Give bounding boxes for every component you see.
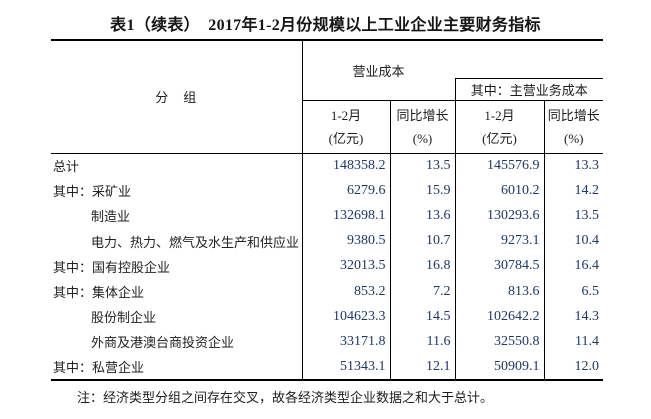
main-business-cost-header: 其中：主营业务成本 xyxy=(454,78,604,101)
table-row: 其中：采矿业 6279.6 15.9 6010.2 14.2 xyxy=(51,178,604,204)
value-cell: 7.2 xyxy=(389,278,456,305)
value-cell: 51343.1 xyxy=(301,354,390,380)
value-cell: 16.8 xyxy=(389,253,456,279)
value-cell: 6279.6 xyxy=(301,178,390,204)
value-column-header: 同比增长 (%) xyxy=(389,100,456,154)
value-cell: 145576.9 xyxy=(454,153,545,179)
header-row-1: 分 组 营业成本 xyxy=(51,40,604,154)
value-cell: 10.7 xyxy=(389,228,456,254)
header-row-2: 其中：主营业务成本 xyxy=(51,78,604,101)
value-cell: 104623.3 xyxy=(301,304,390,330)
row-label: 电力、热力、燃气及水生产和供应业 xyxy=(91,234,300,250)
value-cell: 813.6 xyxy=(454,278,545,305)
value-cell: 13.5 xyxy=(389,153,456,179)
row-label: 其中：国有控股企业 xyxy=(53,259,171,275)
value-cell: 16.4 xyxy=(543,253,604,279)
table-row: 外商及港澳台商投资企业 33171.8 11.6 32550.8 11.4 xyxy=(51,329,604,355)
value-cell: 14.3 xyxy=(543,304,604,330)
value-cell: 15.9 xyxy=(389,178,456,204)
value-cell: 14.5 xyxy=(389,304,456,330)
value-cell: 32013.5 xyxy=(301,253,390,279)
table-title: 表1（续表） 2017年1-2月份规模以上工业企业主要财务指标 xyxy=(110,17,541,34)
table-row: 总计 148358.2 13.5 145576.9 13.3 xyxy=(51,153,604,179)
group-column-header: 分 组 xyxy=(51,40,303,154)
value-cell: 14.2 xyxy=(543,178,604,204)
value-cell: 13.5 xyxy=(543,203,604,229)
row-label: 外商及港澳台商投资企业 xyxy=(91,335,235,351)
value-cell: 9380.5 xyxy=(301,228,390,254)
empty-header-cell xyxy=(455,40,604,79)
table-header: 分 组 营业成本 其中：主营业务成本 1-2月 (亿元) 同比增长 (%) 1-2月 (亿… xyxy=(51,40,604,154)
value-cell: 9273.1 xyxy=(454,228,545,254)
row-label: 其中：采矿业 xyxy=(53,184,132,200)
table-row: 其中：集体企业 853.2 7.2 813.6 6.5 xyxy=(51,278,604,305)
table-row: 制造业 132698.1 13.6 130293.6 13.5 xyxy=(51,203,604,229)
row-label: 其中：集体企业 xyxy=(53,285,145,301)
footnote: 注：经济类型分组之间存在交叉，故各经济类型企业数据之和大于总计。 xyxy=(77,390,494,405)
value-cell: 148358.2 xyxy=(301,153,390,179)
value-cell: 853.2 xyxy=(301,278,390,305)
table-row: 其中：国有控股企业 32013.5 16.8 30784.5 16.4 xyxy=(51,253,604,279)
value-cell: 6010.2 xyxy=(454,178,545,204)
value-cell: 13.3 xyxy=(543,153,604,179)
value-column-header: 同比增长 (%) xyxy=(543,100,604,154)
value-cell: 11.4 xyxy=(543,329,604,355)
table-row: 其中：私营企业 51343.1 12.1 50909.1 12.0 xyxy=(51,354,604,380)
header-row-3: 1-2月 (亿元) 同比增长 (%) 1-2月 (亿元) 同比增长 (%) xyxy=(51,100,604,154)
value-cell: 132698.1 xyxy=(301,203,390,229)
value-column-header: 1-2月 (亿元) xyxy=(301,100,390,154)
value-cell: 13.6 xyxy=(389,203,456,229)
financial-indicators-table: 分 组 营业成本 其中：主营业务成本 1-2月 (亿元) 同比增长 (%) 1-2月 (亿… xyxy=(51,39,604,381)
row-label: 制造业 xyxy=(91,209,131,225)
row-label: 总计 xyxy=(53,159,80,175)
value-cell: 50909.1 xyxy=(454,354,545,380)
value-cell: 12.1 xyxy=(389,354,456,380)
value-cell: 11.6 xyxy=(389,329,456,355)
value-cell: 10.4 xyxy=(543,228,604,254)
value-cell: 6.5 xyxy=(543,278,604,305)
value-cell: 130293.6 xyxy=(454,203,545,229)
row-label: 其中：私营企业 xyxy=(53,360,145,376)
table-row: 股份制企业 104623.3 14.5 102642.2 14.3 xyxy=(51,304,604,330)
table-body: 总计 148358.2 13.5 145576.9 13.3 其中：采矿业 6279.6 15… xyxy=(51,153,604,380)
value-column-header: 1-2月 (亿元) xyxy=(454,100,545,154)
value-cell: 30784.5 xyxy=(454,253,545,279)
value-cell: 32550.8 xyxy=(454,329,545,355)
row-label: 股份制企业 xyxy=(91,310,157,326)
value-cell: 33171.8 xyxy=(301,329,390,355)
table-row: 电力、热力、燃气及水生产和供应业 9380.5 10.7 9273.1 10.4 xyxy=(51,228,604,254)
value-cell: 102642.2 xyxy=(454,304,545,330)
operating-cost-header: 营业成本 xyxy=(302,40,456,101)
value-cell: 12.0 xyxy=(543,354,604,380)
